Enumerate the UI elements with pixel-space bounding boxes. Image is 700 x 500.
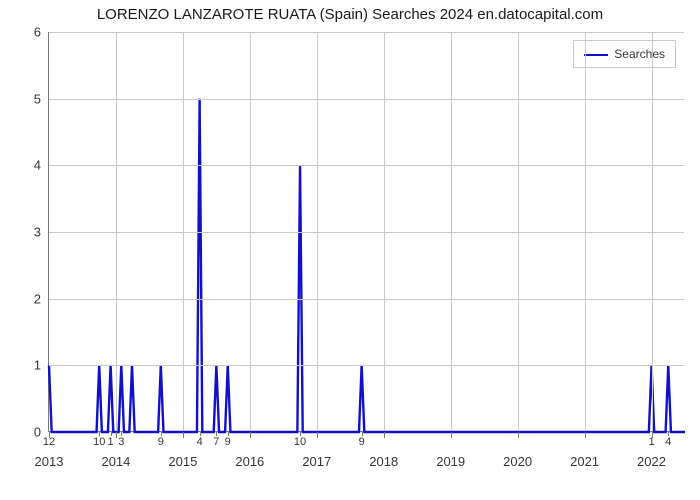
x-tick-minor-label: 1 bbox=[648, 436, 654, 448]
plot-area: Searches 0123456201320142015201620172018… bbox=[48, 32, 684, 432]
x-tick-major-label: 2013 bbox=[35, 454, 64, 469]
gridline-v bbox=[116, 32, 117, 431]
x-tick-minor-label: 7 bbox=[213, 436, 219, 448]
gridline-v bbox=[183, 32, 184, 431]
x-tick-minor-label: 9 bbox=[359, 436, 365, 448]
x-tick-mark bbox=[183, 432, 184, 438]
x-tick-mark bbox=[451, 432, 452, 438]
x-tick-minor-label: 3 bbox=[118, 436, 124, 448]
searches-chart: LORENZO LANZAROTE RUATA (Spain) Searches… bbox=[0, 0, 700, 500]
x-tick-minor-mark bbox=[300, 432, 301, 436]
x-tick-minor-mark bbox=[200, 432, 201, 436]
x-tick-mark bbox=[384, 432, 385, 438]
gridline-v bbox=[652, 32, 653, 431]
legend-label: Searches bbox=[614, 47, 665, 61]
gridline-h bbox=[49, 165, 684, 166]
x-tick-mark bbox=[250, 432, 251, 438]
x-tick-major-label: 2017 bbox=[302, 454, 331, 469]
x-tick-major-label: 2014 bbox=[101, 454, 130, 469]
y-tick-label: 6 bbox=[34, 25, 41, 40]
y-tick-label: 5 bbox=[34, 91, 41, 106]
x-tick-minor-mark bbox=[668, 432, 669, 436]
gridline-h bbox=[49, 365, 684, 366]
gridline-h bbox=[49, 299, 684, 300]
gridline-h bbox=[49, 99, 684, 100]
y-tick-label: 0 bbox=[34, 425, 41, 440]
x-tick-minor-label: 12 bbox=[43, 436, 55, 448]
gridline-v bbox=[250, 32, 251, 431]
x-tick-minor-mark bbox=[111, 432, 112, 436]
x-tick-mark bbox=[317, 432, 318, 438]
y-tick-label: 2 bbox=[34, 291, 41, 306]
gridline-v bbox=[384, 32, 385, 431]
x-tick-minor-mark bbox=[362, 432, 363, 436]
gridline-h bbox=[49, 232, 684, 233]
x-tick-minor-mark bbox=[121, 432, 122, 436]
x-tick-major-label: 2018 bbox=[369, 454, 398, 469]
series-line bbox=[49, 99, 685, 432]
gridline-v bbox=[518, 32, 519, 431]
x-tick-minor-mark bbox=[161, 432, 162, 436]
x-tick-minor-label: 9 bbox=[158, 436, 164, 448]
x-tick-minor-mark bbox=[228, 432, 229, 436]
gridline-v bbox=[451, 32, 452, 431]
x-tick-minor-mark bbox=[99, 432, 100, 436]
x-tick-major-label: 2016 bbox=[235, 454, 264, 469]
x-tick-major-label: 2022 bbox=[637, 454, 666, 469]
gridline-v bbox=[585, 32, 586, 431]
y-tick-label: 1 bbox=[34, 358, 41, 373]
x-tick-minor-label: 4 bbox=[197, 436, 203, 448]
x-tick-mark bbox=[116, 432, 117, 438]
x-tick-minor-mark bbox=[49, 432, 50, 436]
legend-swatch bbox=[584, 54, 608, 56]
y-tick-label: 3 bbox=[34, 225, 41, 240]
x-tick-minor-label: 4 bbox=[665, 436, 671, 448]
x-tick-minor-label: 10 bbox=[93, 436, 105, 448]
x-tick-minor-mark bbox=[216, 432, 217, 436]
x-tick-major-label: 2021 bbox=[570, 454, 599, 469]
x-tick-mark bbox=[518, 432, 519, 438]
gridline-h bbox=[49, 32, 684, 33]
x-tick-minor-label: 1 bbox=[108, 436, 114, 448]
x-tick-major-label: 2015 bbox=[168, 454, 197, 469]
y-tick-label: 4 bbox=[34, 158, 41, 173]
x-tick-minor-label: 10 bbox=[294, 436, 306, 448]
gridline-v bbox=[317, 32, 318, 431]
chart-title: LORENZO LANZAROTE RUATA (Spain) Searches… bbox=[0, 6, 700, 23]
legend: Searches bbox=[573, 40, 676, 68]
x-tick-minor-label: 9 bbox=[225, 436, 231, 448]
x-tick-mark bbox=[585, 432, 586, 438]
x-tick-minor-mark bbox=[652, 432, 653, 436]
x-tick-major-label: 2020 bbox=[503, 454, 532, 469]
x-tick-major-label: 2019 bbox=[436, 454, 465, 469]
